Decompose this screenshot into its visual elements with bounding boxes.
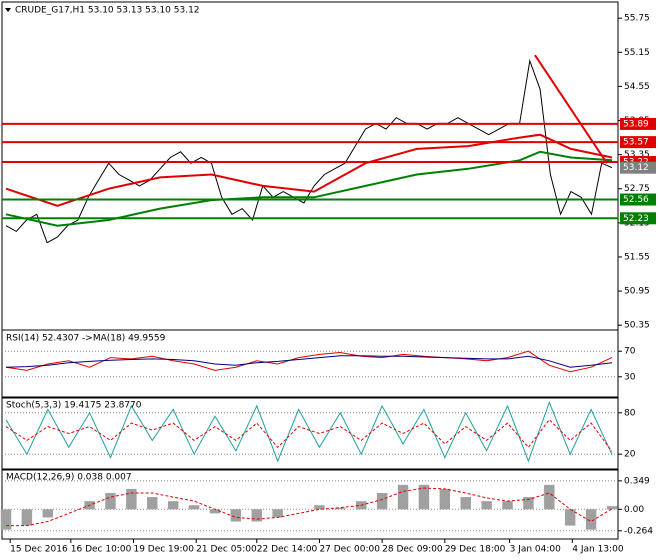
- histogram-bar: [105, 493, 116, 510]
- level-label: 53.89: [623, 119, 649, 129]
- histogram-bar: [188, 505, 200, 510]
- panel-frame: [1, 396, 619, 471]
- y-tick-label: 0.00: [624, 505, 644, 515]
- x-tick-label: 3 Jan 04:00: [510, 545, 562, 555]
- x-tick-label: 15 Dec 2016: [10, 545, 68, 555]
- x-tick-label: 4 Jan 13:00: [572, 545, 624, 555]
- level-label-box: [620, 117, 656, 130]
- menu-icon: [5, 8, 11, 12]
- histogram-bar: [502, 501, 513, 510]
- histogram-bar: [230, 509, 242, 522]
- panel-frame: [1, 329, 619, 399]
- y-tick-label: 70: [624, 347, 636, 357]
- x-tick-label: 27 Dec 00:00: [319, 545, 380, 555]
- histogram-bar: [523, 497, 534, 510]
- series-line: [5, 400, 613, 463]
- histogram-bar: [481, 501, 492, 510]
- histogram-bar: [21, 509, 33, 526]
- histogram-bar: [544, 484, 555, 510]
- y-tick-label: 50.95: [624, 287, 650, 297]
- histogram-bar: [397, 484, 409, 510]
- histogram-bar: [209, 509, 221, 514]
- histogram-bar: [335, 507, 346, 510]
- level-label: 52.56: [623, 195, 649, 205]
- histogram-bar: [564, 509, 576, 526]
- y-tick-label: 30: [624, 372, 636, 382]
- x-tick-label: 21 Dec 05:00: [196, 545, 257, 555]
- histogram-bar: [0, 509, 12, 530]
- level-label-box: [620, 193, 656, 206]
- level-label-box: [620, 212, 656, 225]
- last-price-label: 53.12: [623, 163, 649, 173]
- series-line: [5, 418, 613, 452]
- series-line: [5, 350, 613, 373]
- histogram-bar: [251, 509, 262, 522]
- level-label: 53.57: [623, 138, 649, 148]
- level-label-box: [620, 136, 656, 149]
- panel-title: MACD(12,26,9) 0.038 0.007: [6, 473, 132, 483]
- series-line: [6, 487, 613, 527]
- y-tick-label: 55.75: [624, 14, 650, 24]
- series-line: [5, 355, 613, 368]
- x-tick-label: 29 Dec 18:00: [445, 545, 506, 555]
- series-line: [5, 133, 613, 207]
- histogram-bar: [460, 497, 471, 510]
- last-price-box: [620, 161, 656, 174]
- panel-title: Stoch(5,3,3) 19.4175 23.8770: [6, 401, 142, 411]
- x-tick-label: 28 Dec 09:00: [382, 545, 443, 555]
- y-tick-label: 51.55: [624, 252, 650, 262]
- y-tick-label: 0.349: [624, 476, 650, 486]
- histogram-bar: [147, 497, 158, 510]
- histogram-bar: [418, 484, 430, 510]
- y-tick-label: 20: [624, 450, 636, 460]
- y-tick-label: 55.15: [624, 48, 650, 58]
- histogram-bar: [376, 493, 388, 510]
- histogram-bar: [272, 509, 283, 518]
- histogram-bar: [167, 501, 179, 510]
- histogram-bar: [439, 488, 451, 510]
- level-label: 52.23: [623, 214, 649, 224]
- histogram-bar: [126, 488, 137, 510]
- y-tick-label: 80: [624, 408, 636, 418]
- y-tick-label: 54.55: [624, 82, 650, 92]
- y-tick-label: -0.264: [624, 526, 653, 536]
- histogram-bar: [314, 505, 325, 510]
- panel-title: CRUDE_G17,H1 53.10 53.13 53.10 53.12: [15, 6, 200, 16]
- series-line: [534, 54, 608, 164]
- x-tick-label: 22 Dec 14:00: [257, 545, 318, 555]
- y-tick-label: 50.35: [624, 321, 650, 331]
- x-tick-label: 19 Dec 19:00: [133, 545, 194, 555]
- y-tick-label: 53.35: [624, 150, 650, 160]
- histogram-bar: [606, 506, 618, 510]
- y-tick-label: 52.75: [624, 184, 650, 194]
- panel-title: RSI(14) 52.4307 ->MA(18) 49.9559: [6, 334, 166, 344]
- panel-frame: [1, 468, 619, 540]
- histogram-bar: [585, 509, 597, 530]
- x-tick-label: 16 Dec 10:00: [71, 545, 132, 555]
- histogram-bar: [42, 509, 54, 518]
